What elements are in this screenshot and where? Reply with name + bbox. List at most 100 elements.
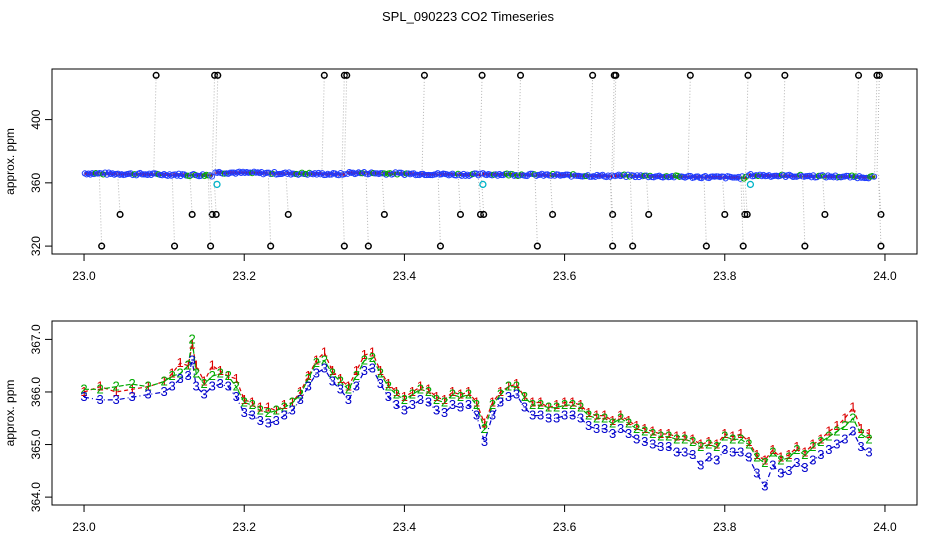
series-3-marker: 3 [217,376,224,391]
calibration-point [746,180,755,189]
series-1-marker: 1 [793,439,800,454]
outlier-point [589,71,597,79]
series-3-marker: 3 [289,402,296,417]
outlier-point [549,210,557,219]
series-1-marker: 1 [777,450,784,465]
series-1-marker: 1 [729,429,736,444]
series-2-marker: 2 [785,450,792,465]
series-1-marker: 1 [481,416,488,431]
series-1-marker: 1 [177,355,184,370]
series-1-marker: 1 [489,394,496,409]
series-1-marker: 1 [745,434,752,449]
outlier-spike-line [341,172,345,247]
outlier-point [686,71,694,79]
outlier-spike-line [381,172,385,215]
raw-reading-point [643,172,650,179]
outlier-point [208,210,216,219]
outlier-spike-line [153,75,157,174]
raw-reading-point [418,170,425,178]
series-1-marker: 1 [249,394,256,409]
outlier-point [152,71,160,79]
series-3-marker: 3 [241,405,248,420]
series-1-marker: 1 [161,373,168,388]
series-3-marker: 3 [193,379,200,394]
outlier-spike-line [211,75,216,174]
top-plot-frame [51,68,918,255]
series-1-marker: 1 [625,413,632,428]
series-3-marker: 3 [473,408,480,423]
series-2-marker: 2 [425,384,432,399]
series-3-marker: 3 [144,387,151,402]
series-3-marker: 3 [225,379,232,394]
series-2-marker: 2 [169,368,176,383]
series-1-marker: 1 [585,405,592,420]
series-2-marker: 2 [841,418,848,433]
series-3-marker: 3 [585,418,592,433]
series-3-marker: 3 [209,379,216,394]
series-3-marker: 3 [649,437,656,452]
series-1-marker: 1 [601,408,608,423]
outlier-point [801,242,809,250]
series-3-marker: 3 [865,444,872,459]
raw-reading-point [337,169,344,177]
series-1-marker: 1 [377,363,384,378]
outlier-spike-line [480,174,485,215]
raw-reading-point [592,173,599,180]
outlier-point [702,242,710,250]
series-3-marker: 3 [545,410,552,425]
series-3-marker: 3 [249,408,256,423]
series-2-marker: 2 [857,426,864,441]
series-3-marker: 3 [577,410,584,425]
series-3-marker: 3 [321,360,328,375]
series-1-marker: 1 [393,384,400,399]
outlier-spike-line [285,172,289,215]
series-2-marker: 2 [729,431,736,446]
raw-reading-point [797,171,804,178]
series-1-marker: 1 [825,423,832,438]
series-2-marker: 2 [225,368,232,383]
outlier-point [721,210,729,219]
outlier-spike-line [98,173,103,247]
raw-reading-point [326,171,333,178]
series-1-marker: 1 [345,379,352,394]
series-1-marker: 1 [96,379,103,394]
raw-reading-point [630,172,637,179]
series-2-marker: 2 [481,421,488,436]
series-1-marker: 1 [665,426,672,441]
outlier-spike-line [117,173,121,215]
series-2-marker: 2 [593,410,600,425]
series-3-marker: 3 [189,352,196,367]
series-1-marker: 1 [857,421,864,436]
raw-reading-point [458,172,465,179]
bottom-x-tick-label: 23.2 [233,520,257,534]
series-3-marker: 3 [569,408,576,423]
series-1-marker: 1 [265,400,272,415]
outlier-point [116,210,124,219]
raw-reading-point [856,173,863,180]
series-2-marker: 2 [737,431,744,446]
series-3-marker: 3 [409,397,416,412]
series-3-marker: 3 [361,363,368,378]
outlier-point [212,210,220,219]
series-3-marker: 3 [329,373,336,388]
series-3-marker: 3 [481,434,488,449]
raw-reading-point [635,173,643,181]
outlier-spike-line [365,172,369,247]
series-1-marker: 1 [681,429,688,444]
series-3-marker: 3 [777,465,784,480]
outlier-point [821,210,829,219]
raw-reading-point [410,170,417,177]
raw-reading-point [562,171,569,178]
series-3-marker: 3 [657,439,664,454]
series-2-marker: 2 [769,444,776,459]
outlier-point [480,210,488,219]
series-3-marker: 3 [761,479,768,494]
outlier-point [436,242,444,250]
series-2-marker: 2 [193,366,200,381]
series-1-marker: 1 [689,431,696,446]
series-1-marker: 1 [225,368,232,383]
series-3-marker: 3 [673,444,680,459]
raw-reading-point [742,173,749,180]
series-1-marker: 1 [577,397,584,412]
bottom-x-tick-label: 23.0 [72,520,96,534]
